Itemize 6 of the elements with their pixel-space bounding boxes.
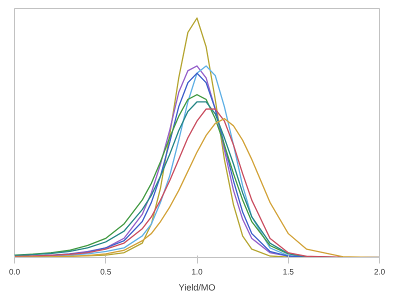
x-tick-label: 1.5	[282, 268, 294, 276]
x-tick-label: 0.5	[100, 268, 112, 276]
x-tick-label: 2.0	[374, 268, 386, 276]
x-tick-label: 0.0	[8, 268, 21, 276]
x-tick-label: 1.0	[191, 268, 204, 276]
x-axis-title: Yield/MO	[178, 282, 216, 292]
